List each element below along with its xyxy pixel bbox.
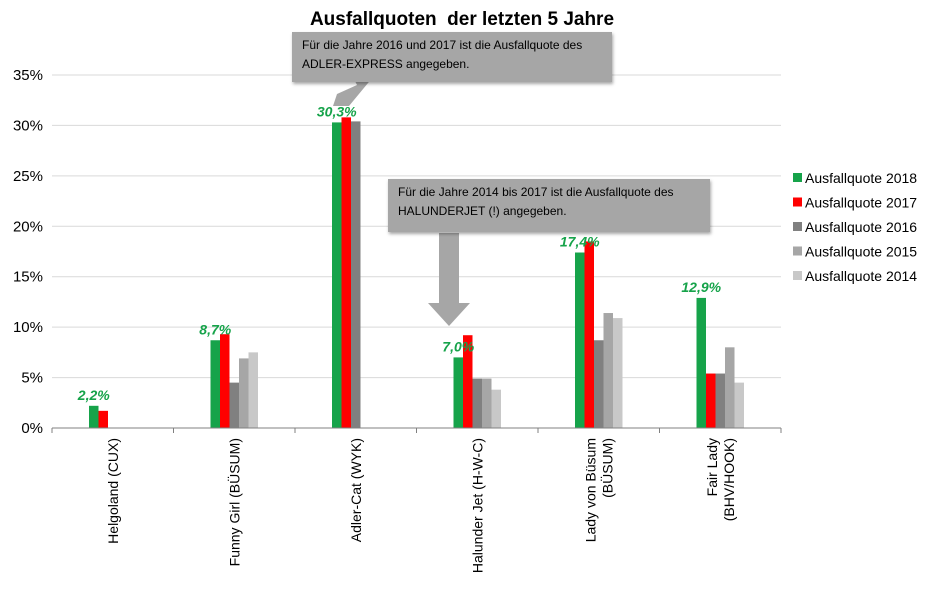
chart-title: Ausfallquoten der letzten 5 Jahre	[310, 9, 614, 30]
x-tick-label: Lady von Büsum	[582, 438, 598, 542]
data-label-2018: 2,2%	[77, 387, 110, 403]
y-tick-label: 35%	[13, 67, 43, 84]
bar	[696, 297, 706, 428]
bar	[482, 378, 492, 428]
x-category-label: Funny Girl (BÜSUM)	[225, 438, 242, 566]
annotation-halunderjet: Für die Jahre 2014 bis 2017 ist die Ausf…	[388, 179, 710, 232]
bar	[603, 313, 613, 428]
bar	[341, 117, 351, 429]
legend-label: Ausfallquote 2017	[805, 195, 917, 211]
bar	[594, 340, 604, 428]
y-tick-label: 0%	[21, 420, 43, 437]
legend-swatch	[793, 197, 802, 207]
data-label-2018: 8,7%	[199, 321, 231, 337]
bar	[248, 352, 258, 428]
x-tick-label: Halunder Jet (H-W-C)	[469, 438, 485, 573]
bar	[210, 340, 220, 428]
legend-label: Ausfallquote 2014	[805, 268, 917, 284]
data-label-2018: 17,4%	[560, 234, 600, 250]
y-tick-label: 30%	[13, 117, 43, 134]
bar	[613, 318, 623, 428]
bars	[89, 117, 744, 429]
x-tick-label: Funny Girl (BÜSUM)	[225, 438, 242, 566]
legend-label: Ausfallquote 2016	[805, 219, 917, 235]
annotation-line: Für die Jahre 2014 bis 2017 ist die Ausf…	[398, 185, 674, 199]
annotation-line: Für die Jahre 2016 und 2017 ist die Ausf…	[302, 38, 583, 52]
bar	[575, 252, 585, 428]
bar	[715, 373, 725, 428]
bar	[725, 347, 735, 428]
annotation-line: HALUNDERJET (!) angegeben.	[398, 204, 567, 218]
bar	[584, 241, 594, 428]
bar	[734, 382, 744, 428]
arrow-adler-express	[333, 77, 373, 106]
bar	[706, 373, 716, 428]
bar	[351, 121, 361, 428]
data-label-2018: 7,0%	[442, 338, 474, 354]
bar	[98, 410, 108, 428]
data-label-2018: 12,9%	[681, 279, 721, 295]
x-tick-label: Adler-Cat (WYK)	[348, 438, 364, 542]
x-category-label: Halunder Jet (H-W-C)	[469, 438, 485, 573]
bar	[229, 382, 239, 428]
data-label-2018: 30,3%	[317, 103, 357, 119]
x-tick-label: Fair Lady	[704, 438, 720, 496]
annotation-adler-express: Für die Jahre 2016 und 2017 ist die Ausf…	[292, 32, 612, 82]
y-tick-label: 15%	[13, 269, 43, 286]
bar	[332, 122, 342, 428]
y-tick-label: 5%	[21, 370, 43, 387]
annotation-line: ADLER-EXPRESS angegeben.	[302, 57, 470, 71]
annotation-arrows	[333, 77, 470, 326]
legend-label: Ausfallquote 2018	[805, 170, 917, 186]
legend-swatch	[793, 222, 802, 231]
y-axis-ticks: 0% 5% 10% 15% 20% 25% 30% 35%	[13, 67, 43, 437]
legend-swatch	[793, 173, 802, 182]
x-tick-label: (BHV/HOOK)	[721, 438, 737, 521]
y-tick-label: 20%	[13, 218, 43, 235]
gridlines	[52, 74, 781, 429]
legend-swatch	[793, 271, 802, 280]
x-tick-label: (BÜSUM)	[598, 438, 615, 498]
legend-label: Ausfallquote 2015	[805, 244, 917, 260]
bar	[472, 378, 482, 428]
bar	[491, 389, 501, 428]
bar	[239, 358, 249, 428]
bar	[463, 335, 473, 428]
x-category-label: Fair Lady (BHV/HOOK)	[704, 438, 737, 521]
x-axis: Helgoland (CUX) Funny Girl (BÜSUM) Adler-C…	[51, 427, 782, 573]
legend: Ausfallquote 2018 Ausfallquote 2017 Ausfal…	[793, 170, 917, 284]
x-category-label: Lady von Büsum (BÜSUM)	[582, 438, 615, 542]
bar	[89, 405, 99, 428]
y-tick-label: 10%	[13, 319, 43, 336]
y-tick-label: 25%	[13, 168, 43, 185]
x-category-label: Helgoland (CUX)	[105, 438, 121, 544]
x-tick-label: Helgoland (CUX)	[105, 438, 121, 544]
bar	[220, 334, 230, 428]
legend-swatch	[793, 246, 802, 256]
x-category-label: Adler-Cat (WYK)	[348, 438, 364, 542]
arrow-halunderjet	[428, 233, 470, 326]
bar	[453, 357, 463, 428]
data-labels: 2,2% 8,7% 30,3% 7,0% 17,4% 12,9%	[77, 103, 722, 402]
